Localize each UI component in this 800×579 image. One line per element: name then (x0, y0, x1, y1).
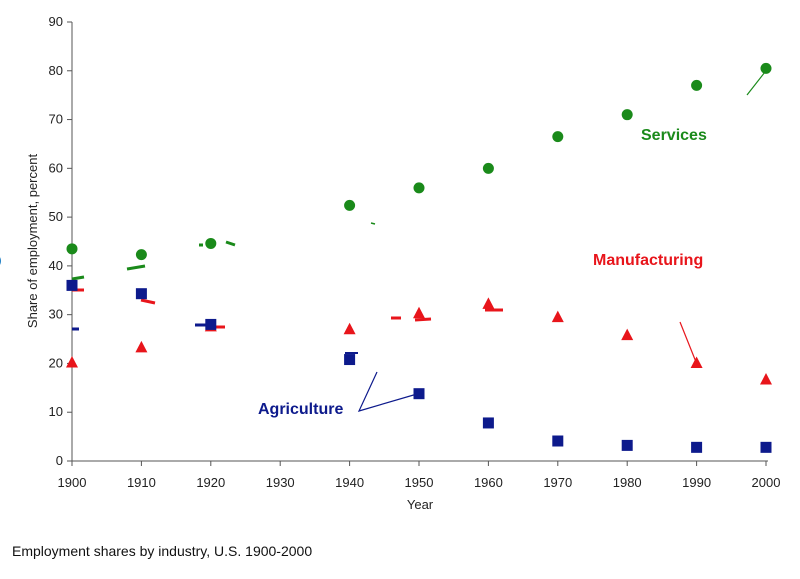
x-axis-label: Year (407, 497, 434, 512)
x-tick-label: 1950 (405, 475, 434, 490)
y-tick-label: 70 (49, 112, 63, 127)
services-series-label: Services (641, 127, 707, 144)
agriculture-point (205, 318, 217, 330)
services-point (66, 243, 78, 255)
manufacturing-point (690, 356, 703, 368)
x-tick-label: 1940 (335, 475, 364, 490)
x-tick-label: 1900 (58, 475, 87, 490)
y-tick-label: 90 (49, 14, 63, 29)
services-point (552, 131, 564, 143)
manufacturing-point (413, 306, 425, 319)
manufacturing-point (66, 355, 78, 368)
agriculture-point (552, 435, 564, 447)
services-point (205, 237, 217, 249)
y-tick-label: 0 (56, 453, 63, 468)
y-tick-label: 80 (49, 63, 63, 78)
edge-clipped-circle (0, 257, 1, 265)
manufacturing-point (621, 328, 634, 341)
agriculture-leader-line (357, 371, 418, 412)
x-tick-label: 1910 (127, 475, 156, 490)
services-point (413, 182, 425, 194)
y-axis-label: Share of employment, percent (25, 154, 40, 329)
x-tick-label: 1980 (613, 475, 642, 490)
agriculture-series-label: Agriculture (258, 401, 343, 418)
data-markers (66, 62, 772, 453)
agriculture-point (135, 288, 147, 300)
manufacturing-series-label: Manufacturing (593, 252, 703, 269)
agriculture-point (691, 441, 703, 453)
manufacturing-point (551, 310, 564, 323)
x-tick-label: 1970 (543, 475, 572, 490)
services-point (482, 162, 494, 174)
manufacturing-point (343, 322, 356, 335)
services-point (621, 109, 633, 121)
agriculture-point (413, 388, 425, 400)
y-tick-label: 10 (49, 404, 63, 419)
manufacturing-leader-line (679, 321, 697, 363)
manufacturing-point (135, 340, 148, 353)
services-point (344, 199, 356, 211)
agriculture-point (621, 439, 633, 451)
figure-caption: Employment shares by industry, U.S. 1900… (12, 543, 313, 559)
agriculture-point (66, 279, 78, 291)
x-tick-label: 1990 (682, 475, 711, 490)
x-tick-label: 1930 (266, 475, 295, 490)
x-tick-label: 1960 (474, 475, 503, 490)
x-ticks: 1900 1910 1920 1930 1940 1950 1960 1970 1980 1990… (58, 461, 781, 490)
manufacturing-point (482, 297, 495, 309)
y-tick-label: 60 (49, 160, 63, 175)
y-tick-label: 20 (49, 355, 63, 370)
x-tick-label: 2000 (752, 475, 781, 490)
y-ticks: 0 10 20 30 40 50 60 70 80 90 (49, 14, 72, 468)
services-leader-line (746, 71, 766, 96)
agriculture-point (344, 354, 356, 366)
services-point (691, 79, 703, 91)
agriculture-point (482, 417, 494, 429)
x-tick-label: 1920 (196, 475, 225, 490)
agriculture-point (760, 441, 772, 453)
y-tick-label: 30 (49, 307, 63, 322)
services-trend-fragments (71, 222, 376, 281)
services-point (135, 249, 147, 261)
y-tick-label: 40 (49, 258, 63, 273)
manufacturing-point (760, 373, 772, 385)
services-point (760, 62, 772, 74)
y-tick-label: 50 (49, 209, 63, 224)
